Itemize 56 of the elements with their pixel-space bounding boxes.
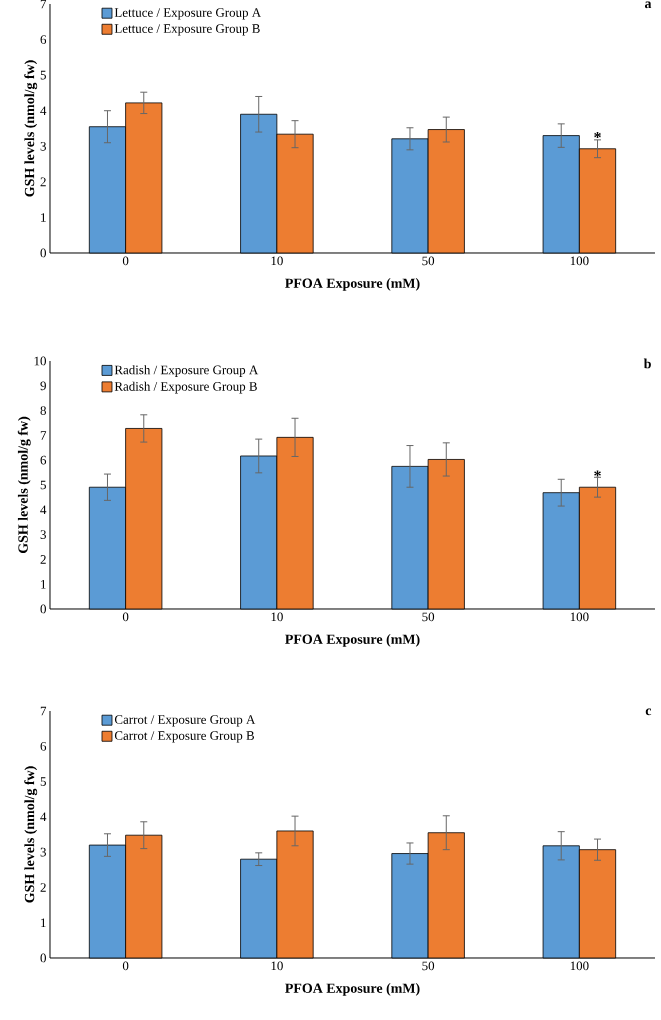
y-tick-label: 0 <box>40 248 46 258</box>
chart-title: a <box>644 1 652 9</box>
chart-title: b <box>643 358 651 369</box>
legend-label: Radish / Exposure Group A <box>114 365 259 377</box>
x-axis-title: PFOA Exposure (mM) <box>285 983 420 996</box>
x-tick-label: 100 <box>570 256 589 266</box>
y-tick-label: 2 <box>40 555 46 564</box>
y-tick-label: 1 <box>41 579 46 589</box>
x-tick-label: 0 <box>122 961 129 971</box>
x-tick-label: 50 <box>422 961 435 971</box>
y-tick-label: 4 <box>40 505 47 515</box>
y-tick-label: 10 <box>34 356 46 366</box>
legend-label: Carrot / Exposure Group B <box>114 731 255 743</box>
y-tick-label: 7 <box>40 431 47 440</box>
x-axis-title: PFOA Exposure (mM) <box>285 634 420 647</box>
legend-label: Lettuce / Exposure Group A <box>114 8 262 20</box>
x-tick-label: 10 <box>271 256 283 266</box>
x-tick-label: 100 <box>570 612 589 622</box>
x-tick-label: 10 <box>271 961 283 971</box>
y-tick-label: 3 <box>40 141 46 151</box>
y-tick-label: 3 <box>40 847 46 857</box>
x-tick-label: 100 <box>570 961 589 971</box>
x-tick-label: 0 <box>122 256 129 266</box>
chart-title: c <box>645 708 652 716</box>
y-axis-title: GSH levels (nmol/g fw) <box>24 766 38 903</box>
y-tick-label: 7 <box>40 706 47 716</box>
y-tick-label: 6 <box>40 455 47 465</box>
y-tick-label: 1 <box>41 213 46 222</box>
annotation: * <box>594 470 601 477</box>
legend-label: Carrot / Exposure Group A <box>114 715 256 727</box>
x-tick-label: 10 <box>271 612 283 622</box>
y-tick-label: 4 <box>40 106 47 115</box>
y-tick-label: 9 <box>40 381 46 391</box>
y-tick-label: 5 <box>40 777 46 786</box>
legend-label: Lettuce / Exposure Group B <box>114 24 260 36</box>
y-tick-label: 0 <box>40 604 46 614</box>
y-tick-label: 8 <box>40 406 46 415</box>
x-tick-label: 0 <box>122 612 129 622</box>
y-tick-label: 2 <box>40 177 46 187</box>
annotation: * <box>594 132 601 139</box>
y-tick-label: 6 <box>40 741 47 751</box>
y-tick-label: 5 <box>40 70 46 80</box>
y-tick-label: 6 <box>40 35 47 44</box>
x-tick-label: 50 <box>422 256 435 266</box>
y-tick-label: 3 <box>40 530 46 539</box>
x-tick-label: 50 <box>422 612 435 622</box>
y-tick-label: 0 <box>40 953 46 963</box>
y-tick-label: 7 <box>40 0 47 9</box>
y-tick-label: 1 <box>41 918 46 927</box>
y-tick-label: 2 <box>40 883 46 892</box>
x-axis-title: PFOA Exposure (mM) <box>285 278 420 291</box>
legend-label: Radish / Exposure Group B <box>114 381 257 394</box>
y-axis-title: GSH levels (nmol/g fw) <box>17 416 31 554</box>
y-tick-label: 4 <box>40 812 47 822</box>
y-tick-label: 5 <box>40 480 46 490</box>
y-axis-title: GSH levels (nmol/g fw) <box>24 60 38 197</box>
